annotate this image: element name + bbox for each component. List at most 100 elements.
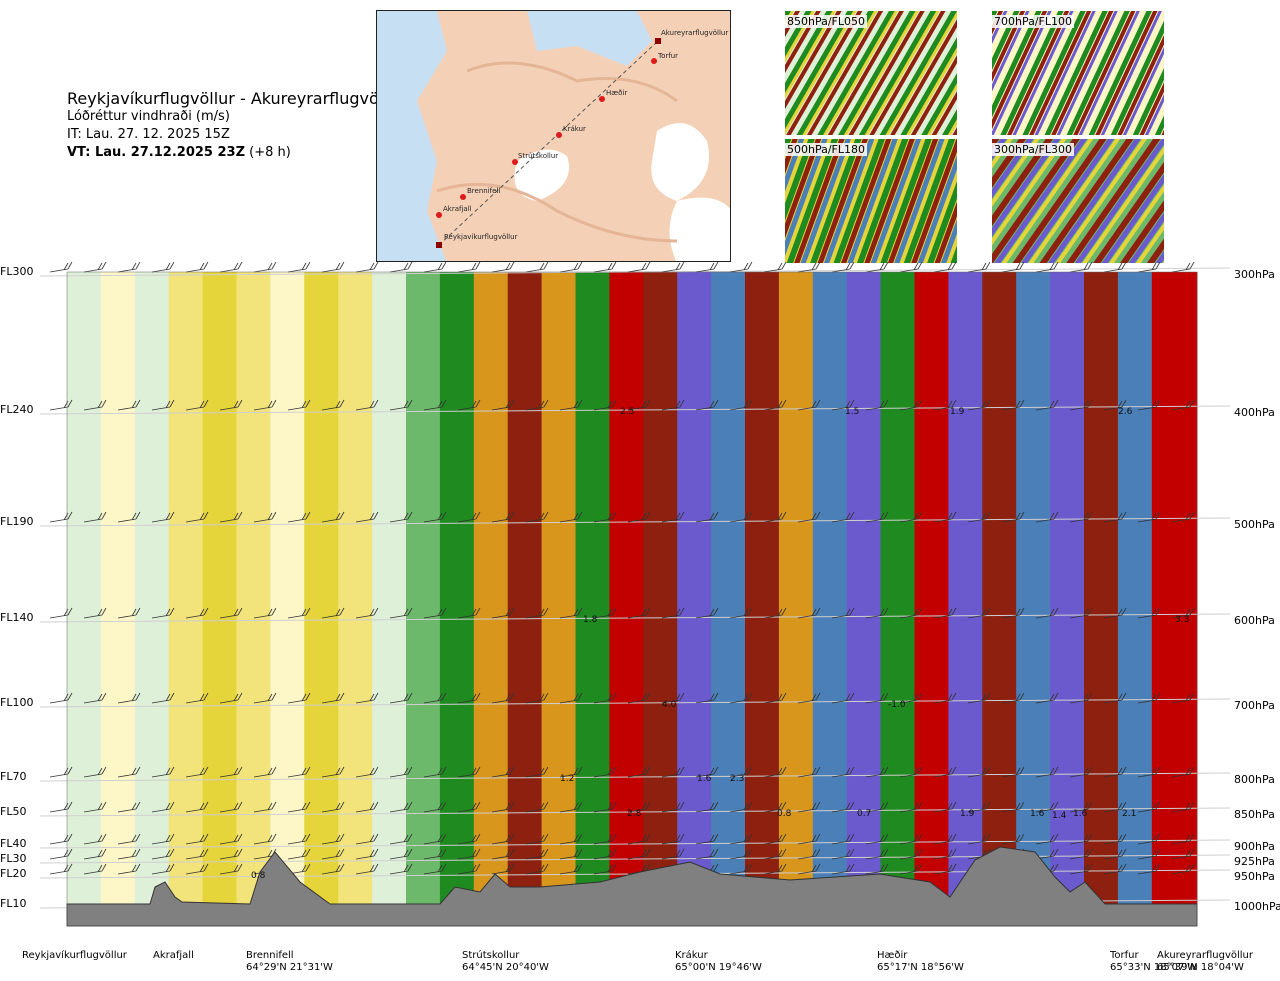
wind-barb: [1069, 863, 1093, 875]
wind-barb: [1171, 399, 1195, 411]
wind-barb: [933, 863, 957, 875]
wind-barb: [729, 692, 753, 704]
wind-barb: [355, 863, 379, 875]
wind-barb: [593, 511, 617, 523]
station-name: Akureyrarflugvöllur: [1157, 950, 1254, 961]
wind-barb: [627, 766, 651, 778]
station-label: Akrafjall: [153, 950, 194, 962]
wind-barb: [899, 511, 923, 523]
wind-barb: [865, 801, 889, 813]
map-label-torfur: Torfur: [657, 52, 678, 60]
wind-barb: [729, 766, 753, 778]
station-label: Hæðir 65°17'N 18°56'W: [877, 950, 964, 974]
wind-barb: [185, 692, 209, 704]
wind-barb: [559, 863, 583, 875]
wind-barb: [695, 399, 719, 411]
thumbnail-label-300: 300hPa/FL300: [992, 143, 1075, 156]
wind-barb: [1171, 607, 1195, 619]
wind-barb: [865, 262, 889, 273]
flight-level-label: FL40: [0, 837, 27, 850]
pressure-label: 1000hPa: [1234, 900, 1280, 913]
wind-barb: [117, 511, 141, 523]
wind-barb: [49, 833, 73, 845]
pressure-label: 925hPa: [1234, 855, 1275, 868]
wind-barb: [457, 801, 481, 813]
wind-barb: [457, 848, 481, 860]
wind-barb: [525, 607, 549, 619]
wind-barb: [355, 848, 379, 860]
wind-barb: [967, 262, 991, 273]
wind-barb: [253, 607, 277, 619]
contour-value-label: 0.7: [857, 809, 871, 819]
wind-barb: [831, 607, 855, 619]
contour-value-label: 1.9: [950, 407, 965, 417]
route-map: Akureyrarflugvöllur Torfur Hæðir Krákur …: [376, 10, 731, 262]
wind-barb: [321, 801, 345, 813]
thumbnail-300hpa-svg: [992, 139, 1164, 263]
wind-barb: [797, 801, 821, 813]
station-label: Torfur 65°33'N 18°07'W: [1110, 950, 1197, 974]
pressure-level-line: [39, 839, 1231, 849]
terrain-profile: [66, 846, 1198, 927]
wind-barb: [661, 399, 685, 411]
wind-barb: [491, 607, 515, 619]
thumbnail-300hpa: 300hPa/FL300: [992, 139, 1164, 263]
wind-barb: [1069, 833, 1093, 845]
wind-barb: [933, 848, 957, 860]
wind-barb: [1171, 848, 1195, 860]
wind-barb: [593, 801, 617, 813]
wind-barb: [593, 766, 617, 778]
wind-barb: [865, 766, 889, 778]
wind-barb: [899, 801, 923, 813]
wind-barb: [797, 692, 821, 704]
contour-value-label: 2.5: [620, 407, 634, 417]
wind-barb: [117, 692, 141, 704]
wind-barb: [1069, 848, 1093, 860]
wind-barb: [729, 399, 753, 411]
wind-barb: [423, 262, 447, 273]
wind-barb: [253, 399, 277, 411]
wind-barb: [185, 399, 209, 411]
wind-barb: [525, 399, 549, 411]
wind-barb: [185, 511, 209, 523]
wind-barb: [117, 399, 141, 411]
wind-barb: [389, 801, 413, 813]
flight-level-label: FL10: [0, 897, 27, 910]
wind-barb: [797, 766, 821, 778]
heatmap-column: [575, 272, 610, 926]
heatmap-column: [643, 272, 678, 926]
wind-barb: [491, 833, 515, 845]
wind-barb: [831, 766, 855, 778]
map-marker-haedir: [599, 96, 605, 102]
wind-barb: [593, 399, 617, 411]
wind-barb: [185, 801, 209, 813]
wind-barb: [831, 863, 855, 875]
wind-barb: [831, 692, 855, 704]
wind-barb: [185, 766, 209, 778]
wind-barb: [423, 848, 447, 860]
wind-barb: [355, 692, 379, 704]
contour-value-label: 2.3: [730, 774, 744, 784]
wind-barb: [1103, 607, 1127, 619]
wind-barb: [627, 692, 651, 704]
wind-barb: [729, 607, 753, 619]
wind-barb: [219, 399, 243, 411]
wind-barb: [151, 692, 175, 704]
station-name: Reykjavíkurflugvöllur: [22, 950, 127, 961]
wind-barb: [321, 692, 345, 704]
flight-level-label: FL190: [0, 515, 34, 528]
wind-barb: [49, 262, 73, 273]
wind-barb: [219, 863, 243, 875]
contour-value-label: 1.2: [560, 774, 574, 784]
wind-barb: [355, 511, 379, 523]
wind-barb: [559, 801, 583, 813]
wind-barb: [49, 511, 73, 523]
wind-barb: [457, 399, 481, 411]
pressure-label: 300hPa: [1234, 268, 1275, 281]
wind-barb: [49, 607, 73, 619]
wind-barb: [491, 692, 515, 704]
wind-barb: [151, 863, 175, 875]
wind-barb: [1171, 692, 1195, 704]
station-coord: 65°00'N 19°46'W: [675, 962, 762, 973]
contour-value-label: 1.5: [845, 407, 859, 417]
